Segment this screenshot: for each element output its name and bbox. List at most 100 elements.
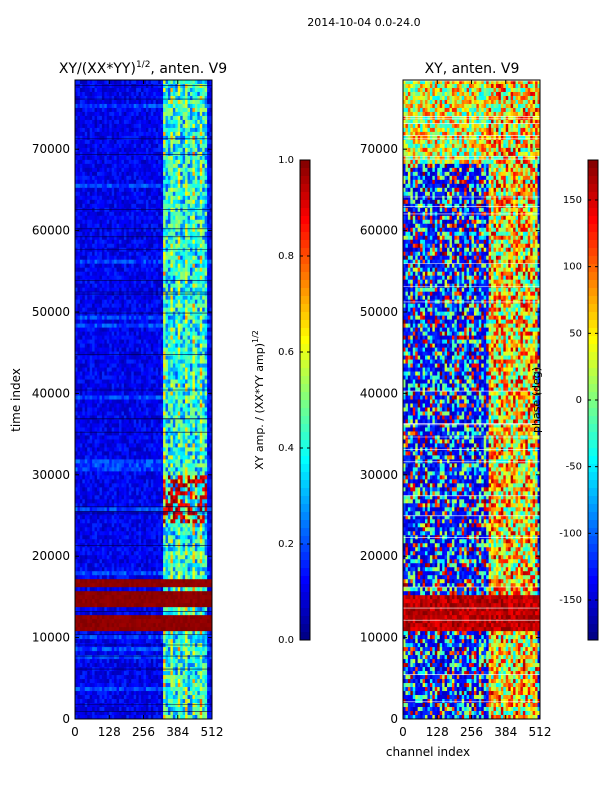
heat-cell xyxy=(153,176,156,180)
heat-cell xyxy=(85,192,88,196)
heat-cell xyxy=(134,232,137,236)
heat-cell xyxy=(146,216,149,220)
heat-cell xyxy=(77,132,80,136)
heat-cell xyxy=(200,124,203,128)
heat-cell xyxy=(95,100,98,104)
heat-cell xyxy=(95,204,98,208)
heat-cell xyxy=(144,152,147,156)
heat-cell xyxy=(119,156,122,160)
heat-cell xyxy=(80,200,83,204)
heat-cell xyxy=(178,156,181,160)
heat-cell xyxy=(77,244,80,248)
heat-cell xyxy=(146,168,149,172)
heat-cell xyxy=(168,108,171,112)
heat-cell xyxy=(170,108,173,112)
heat-cell xyxy=(163,204,166,208)
heat-cell xyxy=(188,120,191,124)
heat-cell xyxy=(173,120,176,124)
heat-cell xyxy=(192,240,195,244)
heat-cell xyxy=(197,192,200,196)
heat-cell xyxy=(205,116,208,120)
heat-cell xyxy=(180,220,183,224)
heat-cell xyxy=(139,132,142,136)
heat-cell xyxy=(188,140,191,144)
heat-cell xyxy=(197,144,200,148)
heat-cell xyxy=(126,148,129,152)
heat-cell xyxy=(109,192,112,196)
heat-cell xyxy=(139,216,142,220)
heat-cell xyxy=(202,108,205,112)
heat-cell xyxy=(129,196,132,200)
heat-cell xyxy=(114,216,117,220)
heat-cell xyxy=(95,200,98,204)
heat-cell xyxy=(156,144,159,148)
heat-cell xyxy=(124,152,127,156)
heat-cell xyxy=(102,232,105,236)
heat-cell xyxy=(163,188,166,192)
heat-cell xyxy=(195,212,198,216)
heat-cell xyxy=(104,200,107,204)
heat-cell xyxy=(90,120,93,124)
heat-cell xyxy=(95,244,98,248)
heat-cell xyxy=(121,168,124,172)
heat-cell xyxy=(153,216,156,220)
heat-cell xyxy=(126,144,129,148)
heat-cell xyxy=(188,160,191,164)
heat-cell xyxy=(207,192,210,196)
heat-cell xyxy=(97,220,100,224)
heat-cell xyxy=(121,152,124,156)
heat-cell xyxy=(129,204,132,208)
heat-cell xyxy=(80,240,83,244)
heat-cell xyxy=(85,96,88,100)
heat-cell xyxy=(136,84,139,88)
heat-cell xyxy=(117,192,120,196)
heat-cell xyxy=(151,160,154,164)
heat-cell xyxy=(124,84,127,88)
heat-cell xyxy=(131,184,134,188)
heat-cell xyxy=(163,176,166,180)
heat-cell xyxy=(114,84,117,88)
heat-cell xyxy=(185,172,188,176)
heat-cell xyxy=(129,88,132,92)
heat-cell xyxy=(158,188,161,192)
heat-cell xyxy=(205,172,208,176)
heat-cell xyxy=(200,92,203,96)
heat-cell xyxy=(90,92,93,96)
heat-cell xyxy=(121,224,124,228)
heat-cell xyxy=(80,176,83,180)
heat-cell xyxy=(207,140,210,144)
heat-cell xyxy=(200,88,203,92)
heat-cell xyxy=(148,172,151,176)
heat-cell xyxy=(90,176,93,180)
heat-cell xyxy=(170,100,173,104)
heat-cell xyxy=(82,80,85,84)
heat-cell xyxy=(112,100,115,104)
heat-cell xyxy=(197,236,200,240)
heat-cell xyxy=(104,240,107,244)
heat-cell xyxy=(197,140,200,144)
heat-cell xyxy=(85,244,88,248)
heat-cell xyxy=(166,160,169,164)
heat-cell xyxy=(148,92,151,96)
heat-cell xyxy=(158,100,161,104)
heat-cell xyxy=(90,152,93,156)
heat-cell xyxy=(85,144,88,148)
heat-cell xyxy=(97,244,100,248)
heat-cell xyxy=(131,144,134,148)
heat-cell xyxy=(121,216,124,220)
heat-cell xyxy=(114,172,117,176)
heat-cell xyxy=(156,172,159,176)
heat-cell xyxy=(117,140,120,144)
heat-cell xyxy=(92,148,95,152)
heat-cell xyxy=(136,156,139,160)
heat-cell xyxy=(119,204,122,208)
heat-cell xyxy=(180,128,183,132)
heat-cell xyxy=(205,240,208,244)
heat-cell xyxy=(144,88,147,92)
heat-cell xyxy=(148,96,151,100)
heat-cell xyxy=(192,168,195,172)
heat-cell xyxy=(124,88,127,92)
heat-cell xyxy=(82,204,85,208)
heat-cell xyxy=(200,148,203,152)
heat-cell xyxy=(90,192,93,196)
